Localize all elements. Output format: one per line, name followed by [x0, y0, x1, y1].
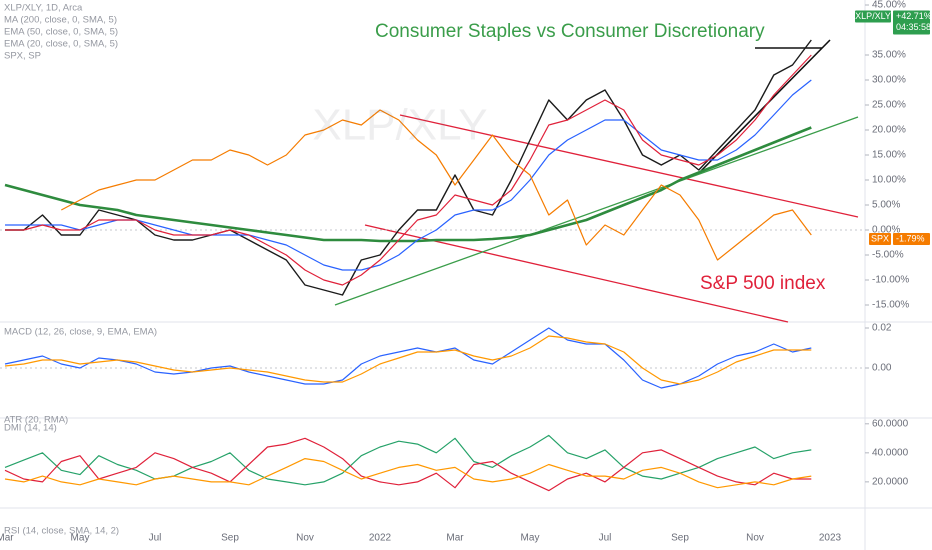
series-line — [61, 109, 812, 261]
pane-title: DMI (14, 14) — [4, 423, 57, 434]
y-tick-label: 25.00% — [872, 100, 906, 111]
x-tick-label: Jul — [149, 533, 162, 544]
support-line — [334, 116, 859, 306]
x-tick-label: Jul — [599, 533, 612, 544]
x-tick-label: Mar — [0, 533, 14, 544]
y-tick-label: 30.00% — [872, 75, 906, 86]
series-line — [4, 126, 812, 243]
y-tick-label: 5.00% — [872, 200, 900, 211]
x-tick-label: Nov — [746, 533, 764, 544]
legend-entry: EMA (50, close, 0, SMA, 5) — [4, 27, 118, 38]
series-line — [4, 437, 812, 492]
x-tick-label: 2023 — [819, 533, 842, 544]
x-tick-label: Mar — [446, 533, 464, 544]
tag-countdown: 04:35:58 — [896, 22, 931, 32]
pane-title: RSI (14, close, SMA, 14, 2) — [4, 526, 119, 537]
annotation: S&P 500 index — [700, 273, 826, 294]
legend-entry: EMA (20, close, 0, SMA, 5) — [4, 39, 118, 50]
y-tick-label: 15.00% — [872, 150, 906, 161]
y-tick-label: 60.0000 — [872, 418, 909, 429]
y-tick-label: 10.00% — [872, 175, 906, 186]
y-tick-label: 40.0000 — [872, 447, 909, 458]
pane-title: ATR (20, RMA) — [4, 415, 68, 426]
tag-name: SPX — [871, 233, 889, 243]
x-tick-label: Sep — [671, 533, 689, 544]
legend-entry: SPX, SP — [4, 51, 41, 62]
y-tick-label: 0.02 — [872, 323, 892, 334]
watermark: XLP/XLY — [312, 101, 487, 150]
y-tick-label: 0.00% — [872, 225, 900, 236]
y-tick-label: -5.00% — [872, 250, 904, 261]
series-line — [4, 335, 812, 385]
series-line — [5, 54, 812, 286]
x-tick-label: Nov — [296, 533, 314, 544]
y-tick-label: 20.0000 — [872, 477, 909, 488]
tag-value: -1.79% — [896, 233, 925, 243]
y-tick-label: -15.00% — [872, 300, 909, 311]
tag-name-box — [869, 232, 891, 245]
x-tick-label: Sep — [221, 533, 239, 544]
legend-entry: MA (200, close, 0, SMA, 5) — [4, 15, 117, 26]
x-tick-label: May — [71, 533, 90, 544]
series-line — [5, 79, 812, 271]
series-line — [5, 39, 812, 296]
tag-name: XLP/XLY — [855, 11, 891, 21]
y-tick-label: 20.00% — [872, 125, 906, 136]
series-line — [4, 458, 812, 489]
y-tick-label: 45.00% — [872, 0, 906, 11]
series-line — [4, 434, 812, 486]
series-line — [4, 327, 812, 389]
tag-name-box — [855, 10, 891, 23]
x-tick-label: 2022 — [369, 533, 392, 544]
channel-upper — [399, 114, 859, 218]
y-tick-label: 0.00 — [872, 363, 892, 374]
legend-entry: XLP/XLY, 1D, Arca — [4, 3, 83, 14]
annotation: Consumer Staples vs Consumer Discretiona… — [375, 21, 765, 42]
x-tick-label: May — [521, 533, 540, 544]
tag-value-box — [893, 10, 930, 35]
tag-value: +42.71% — [896, 11, 932, 21]
trend-lines — [334, 39, 859, 323]
y-tick-label: -10.00% — [872, 275, 909, 286]
pane-title: MACD (12, 26, close, 9, EMA, EMA) — [4, 327, 157, 338]
tag-value-box — [893, 232, 930, 245]
y-tick-label: 35.00% — [872, 50, 906, 61]
